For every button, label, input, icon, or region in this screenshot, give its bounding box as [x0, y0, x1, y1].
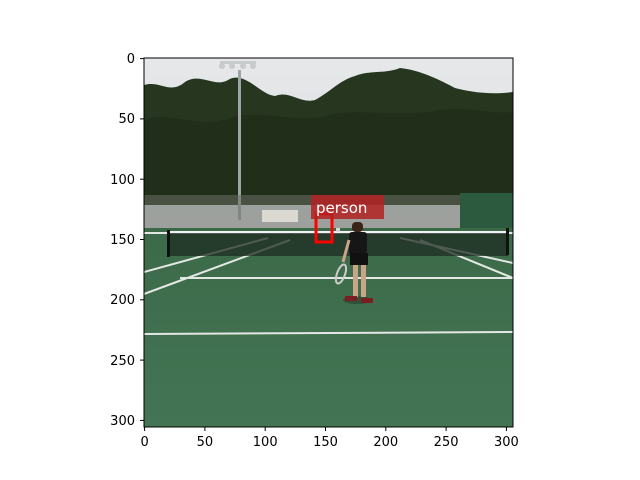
- y-tick-label: 300: [110, 414, 135, 429]
- detection-label-bg: [311, 195, 384, 219]
- tennis-photo: [144, 58, 513, 427]
- y-tick-label: 100: [110, 173, 135, 188]
- y-tick: 200: [110, 293, 144, 308]
- tennis-net: [167, 228, 509, 257]
- y-tick-label: 50: [118, 112, 135, 127]
- y-axis: 0 50 100 150 200 250 300: [110, 52, 144, 429]
- x-tick-label: 50: [197, 435, 214, 450]
- detection-label: person: [316, 199, 367, 217]
- x-tick-label: 0: [140, 435, 148, 450]
- y-tick: 300: [110, 414, 144, 429]
- x-tick-label: 200: [373, 435, 398, 450]
- y-tick-label: 150: [110, 233, 135, 248]
- y-tick-label: 250: [110, 354, 135, 369]
- y-tick: 50: [118, 112, 144, 127]
- x-tick: 0: [140, 427, 149, 450]
- x-tick-label: 250: [434, 435, 459, 450]
- x-tick: 250: [434, 427, 459, 450]
- x-tick-label: 100: [253, 435, 278, 450]
- light-pole: [238, 70, 241, 220]
- tennis-player: [334, 222, 373, 304]
- x-tick-label: 150: [313, 435, 338, 450]
- x-tick: 50: [197, 427, 214, 450]
- y-tick-label: 200: [110, 293, 135, 308]
- axes-frame: [143, 57, 514, 428]
- x-tick: 100: [253, 427, 278, 450]
- x-tick-label: 300: [494, 435, 519, 450]
- back-fence: [144, 195, 462, 230]
- tennis-ball: [336, 228, 340, 232]
- stadium-lights: [219, 61, 256, 69]
- windscreen: [460, 193, 513, 228]
- x-tick: 150: [313, 427, 338, 450]
- y-tick: 100: [110, 173, 144, 188]
- court: [144, 228, 513, 427]
- x-axis: 0 50 100 150 200 250 300: [140, 427, 519, 450]
- y-tick: 0: [127, 52, 144, 67]
- x-tick: 200: [373, 427, 398, 450]
- y-tick-label: 0: [127, 52, 135, 67]
- y-tick: 250: [110, 354, 144, 369]
- building: [262, 210, 298, 222]
- x-tick: 300: [494, 427, 519, 450]
- y-tick: 150: [110, 233, 144, 248]
